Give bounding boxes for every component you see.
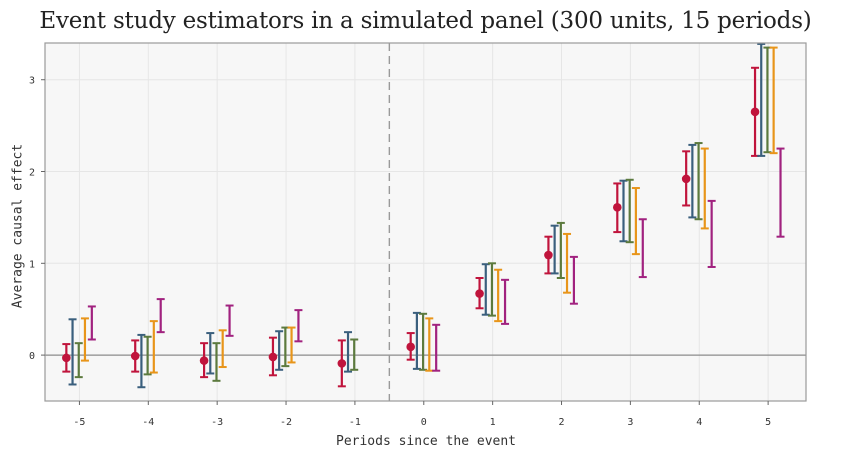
error-bar [62,343,71,373]
point-estimate [62,353,71,363]
x-tick-label: -1 [349,417,361,428]
x-tick-label: 3 [627,417,633,428]
error-bar [68,318,77,386]
error-bar [563,232,572,294]
error-bar [700,147,709,230]
plot-panel-border [44,42,807,402]
x-axis-ticks: -5 -4 -3 -2 -1 0 1 2 3 4 5 [73,401,771,428]
y-tick-label: 3 [29,76,35,87]
reference-lines [45,43,806,401]
y-tick-label: 1 [29,259,35,270]
error-bar [776,147,785,238]
point-estimate [750,107,760,117]
error-bar [475,276,484,310]
point-estimate [612,203,622,212]
error-bars [62,42,785,389]
y-tick-label: 0 [29,351,35,362]
error-bar [130,339,140,373]
error-bar [137,333,146,389]
error-bar [212,342,221,382]
error-bar [494,268,503,323]
error-bar [681,150,691,207]
error-bar [750,66,760,157]
point-estimate [681,174,691,184]
error-bar [569,255,578,305]
error-bar [707,199,716,268]
point-estimate [130,351,140,361]
error-bar [218,329,227,369]
error-bar [556,221,565,279]
point-estimate [268,352,278,362]
error-bar [143,335,152,376]
error-bar [757,42,766,157]
plot-panel-background [45,43,806,401]
error-bar [74,342,83,379]
error-bar [156,298,165,334]
error-bar [432,323,441,372]
point-estimate [475,289,484,298]
y-tick-label: 2 [29,168,35,179]
error-bar [275,330,284,371]
x-tick-label: -4 [142,417,154,428]
error-bar [337,339,347,388]
error-bar [406,332,415,361]
point-estimate [199,356,209,365]
x-tick-label: -5 [73,417,85,428]
error-bar [694,142,703,221]
error-bar [487,262,496,317]
error-bar [87,305,96,341]
error-bar [550,224,559,275]
error-bar [688,143,697,219]
x-tick-label: 5 [765,417,771,428]
x-tick-label: -3 [211,417,223,428]
point-estimate [544,250,553,260]
error-bar [769,46,778,155]
error-bar [199,342,209,379]
error-bar [425,317,434,372]
error-bar [287,326,296,364]
error-bar [149,320,158,374]
error-bar [612,182,622,234]
x-tick-label: -2 [280,417,292,428]
gridlines [45,43,806,401]
error-bar [225,304,234,337]
error-bar [268,336,278,377]
error-bar [350,338,359,371]
x-axis-label: Periods since the event [335,434,517,449]
error-bar [344,331,353,373]
error-bar [625,178,634,244]
error-bar [501,278,510,325]
y-axis-label: Average causal effect [10,143,26,309]
point-estimate [337,359,347,368]
error-bar [294,309,303,343]
error-bar [638,218,647,279]
point-estimate [406,342,415,352]
error-bar [80,317,89,362]
chart-title: Event study estimators in a simulated pa… [39,8,812,34]
error-bar [206,332,215,375]
x-tick-label: 2 [559,417,565,428]
x-tick-label: 4 [696,417,702,428]
x-tick-label: 0 [421,417,427,428]
y-axis-ticks: 0 1 2 3 [29,76,45,362]
error-bar [631,187,640,256]
x-tick-label: 1 [490,417,496,428]
